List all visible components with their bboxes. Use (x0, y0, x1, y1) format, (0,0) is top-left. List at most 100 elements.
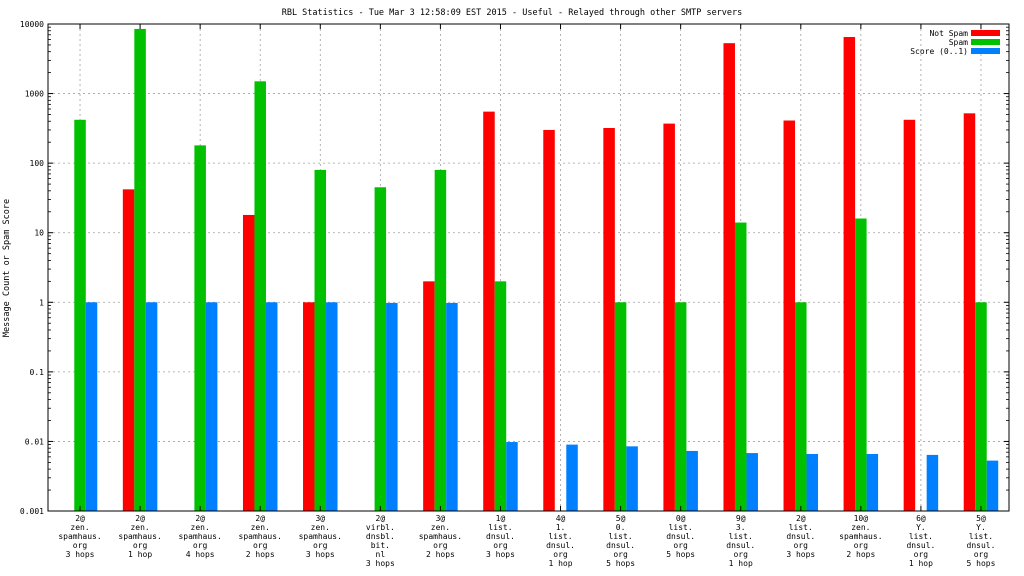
x-tick-label-line: org (133, 541, 148, 550)
x-tick-label-line: org (493, 541, 508, 550)
y-tick-label: 1 (39, 298, 44, 307)
legend-swatch (971, 39, 1000, 45)
bar-score-0-1 (446, 302, 458, 511)
bar-spam (494, 281, 507, 511)
bar-score-0-1 (326, 302, 338, 511)
x-tick-label-line: 9@ (736, 514, 746, 523)
x-tick-label-line: org (433, 541, 448, 550)
x-tick-label-line: 5@ (616, 514, 626, 523)
bar-spam (374, 187, 387, 511)
bar-spam (194, 145, 206, 511)
x-tick-label-line: dnsul. (967, 541, 996, 550)
x-tick-label-line: list. (729, 532, 753, 541)
x-tick-label-line: 4 hops (186, 550, 215, 559)
bar-spam (674, 302, 687, 511)
legend-swatch (971, 30, 1000, 36)
x-tick-label-line: org (553, 550, 568, 559)
x-tick-label-line: 1 hop (548, 559, 572, 568)
x-tick-label-line: org (313, 541, 328, 550)
chart-title: RBL Statistics - Tue Mar 3 12:58:09 EST … (282, 8, 743, 18)
x-tick-label-line: 10@ (854, 514, 869, 523)
x-tick-label: 3@ zen. spamhaus. org 2 hops (419, 514, 462, 559)
x-tick-label-line: org (794, 541, 809, 550)
x-tick-label-line: 3 hops (306, 550, 335, 559)
x-tick-label-line: list. (609, 532, 633, 541)
x-tick-label-line: list. (548, 532, 572, 541)
x-tick-label-line: spamhaus. (419, 532, 462, 541)
x-tick-label-line: spamhaus. (58, 532, 101, 541)
x-tick-label-line: spamhaus. (239, 532, 282, 541)
x-tick-label-line: 5@ (976, 514, 986, 523)
x-tick-label: 2@ zen. spamhaus. org 4 hops (178, 514, 221, 559)
x-tick-label: 2@ list. dnsul. org 3 hops (786, 514, 815, 559)
bar-not-spam (723, 43, 735, 512)
x-tick-label: 2@ virbl. dnsbl. bit. nl 3 hops (366, 514, 395, 568)
x-tick-label-line: org (854, 541, 869, 550)
x-tick-label-line: org (974, 550, 989, 559)
x-tick-label-line: 2 hops (426, 550, 455, 559)
x-tick-label: 5@ Y. list. dnsul. org 5 hops (967, 514, 996, 568)
plot-frame (47, 23, 1010, 512)
x-tick-label-line: 3 hops (366, 559, 395, 568)
bar-not-spam (543, 129, 555, 511)
x-tick-label-line: dnsul. (546, 541, 575, 550)
x-tick-label-line: virbl. (366, 523, 395, 532)
bar-spam (855, 218, 867, 511)
x-tick-label-line: list. (488, 523, 512, 532)
x-tick-label-line: 4@ (556, 514, 566, 523)
bar-score-0-1 (866, 453, 879, 511)
bar-not-spam (843, 37, 856, 512)
x-tick-label-line: dnsul. (786, 532, 815, 541)
x-tick-label-line: 3 hops (66, 550, 95, 559)
bar-score-0-1 (205, 302, 218, 511)
x-tick-label-line: 2@ (75, 514, 85, 523)
x-tick-label-line: 1 hop (909, 559, 933, 568)
x-tick-label-line: dnsul. (726, 541, 755, 550)
x-tick-label-line: list. (969, 532, 993, 541)
x-tick-label-line: dnsul. (486, 532, 515, 541)
bar-not-spam (783, 120, 796, 511)
x-tick-label-line: 3@ (315, 514, 325, 523)
bar-score-0-1 (145, 302, 158, 511)
legend-swatch (971, 48, 1000, 54)
x-tick-label-line: 2@ (255, 514, 265, 523)
x-tick-label-line: 3@ (436, 514, 446, 523)
bar-score-0-1 (926, 454, 939, 511)
x-tick-label-line: 5 hops (606, 559, 635, 568)
x-tick-label-line: zen. (311, 523, 330, 532)
bars (74, 28, 999, 512)
x-tick-label-line: 0@ (676, 514, 686, 523)
x-tick-label-line: 2 hops (246, 550, 275, 559)
x-tick-label-line: 2@ (135, 514, 145, 523)
x-tick-label-line: org (193, 541, 208, 550)
x-tick-label-line: 3 hops (786, 550, 815, 559)
bar-score-0-1 (746, 453, 758, 511)
x-tick-label: 9@ 3. list. dnsul. org 1 hop (726, 514, 755, 568)
x-tick-label-line: 1. (556, 523, 566, 532)
x-tick-label-line: zen. (191, 523, 210, 532)
x-tick-label: 5@ 0. list. dnsul. org 5 hops (606, 514, 635, 568)
x-tick-label-line: Y. (916, 523, 926, 532)
bar-spam (134, 28, 146, 511)
bar-score-0-1 (686, 450, 698, 511)
bar-score-0-1 (386, 302, 398, 511)
y-tick-label: 10000 (20, 20, 44, 29)
x-tick-label-line: 6@ (916, 514, 926, 523)
bar-spam (74, 119, 86, 511)
bar-score-0-1 (626, 446, 638, 511)
bar-not-spam (303, 302, 315, 511)
bar-score-0-1 (986, 460, 999, 511)
x-tick-label-line: zen. (70, 523, 89, 532)
x-tick-label-line: org (914, 550, 929, 559)
x-tick-label: 0@ list. dnsul. org 5 hops (666, 514, 695, 559)
x-tick-label-line: org (733, 550, 748, 559)
bar-spam (434, 169, 447, 511)
bar-not-spam (483, 111, 495, 511)
legend-label: Spam (949, 38, 968, 47)
legend-label: Not Spam (929, 29, 968, 38)
x-tick-label-line: 1 hop (729, 559, 753, 568)
y-tick-label: 0.001 (20, 507, 44, 516)
bar-not-spam (663, 123, 675, 512)
